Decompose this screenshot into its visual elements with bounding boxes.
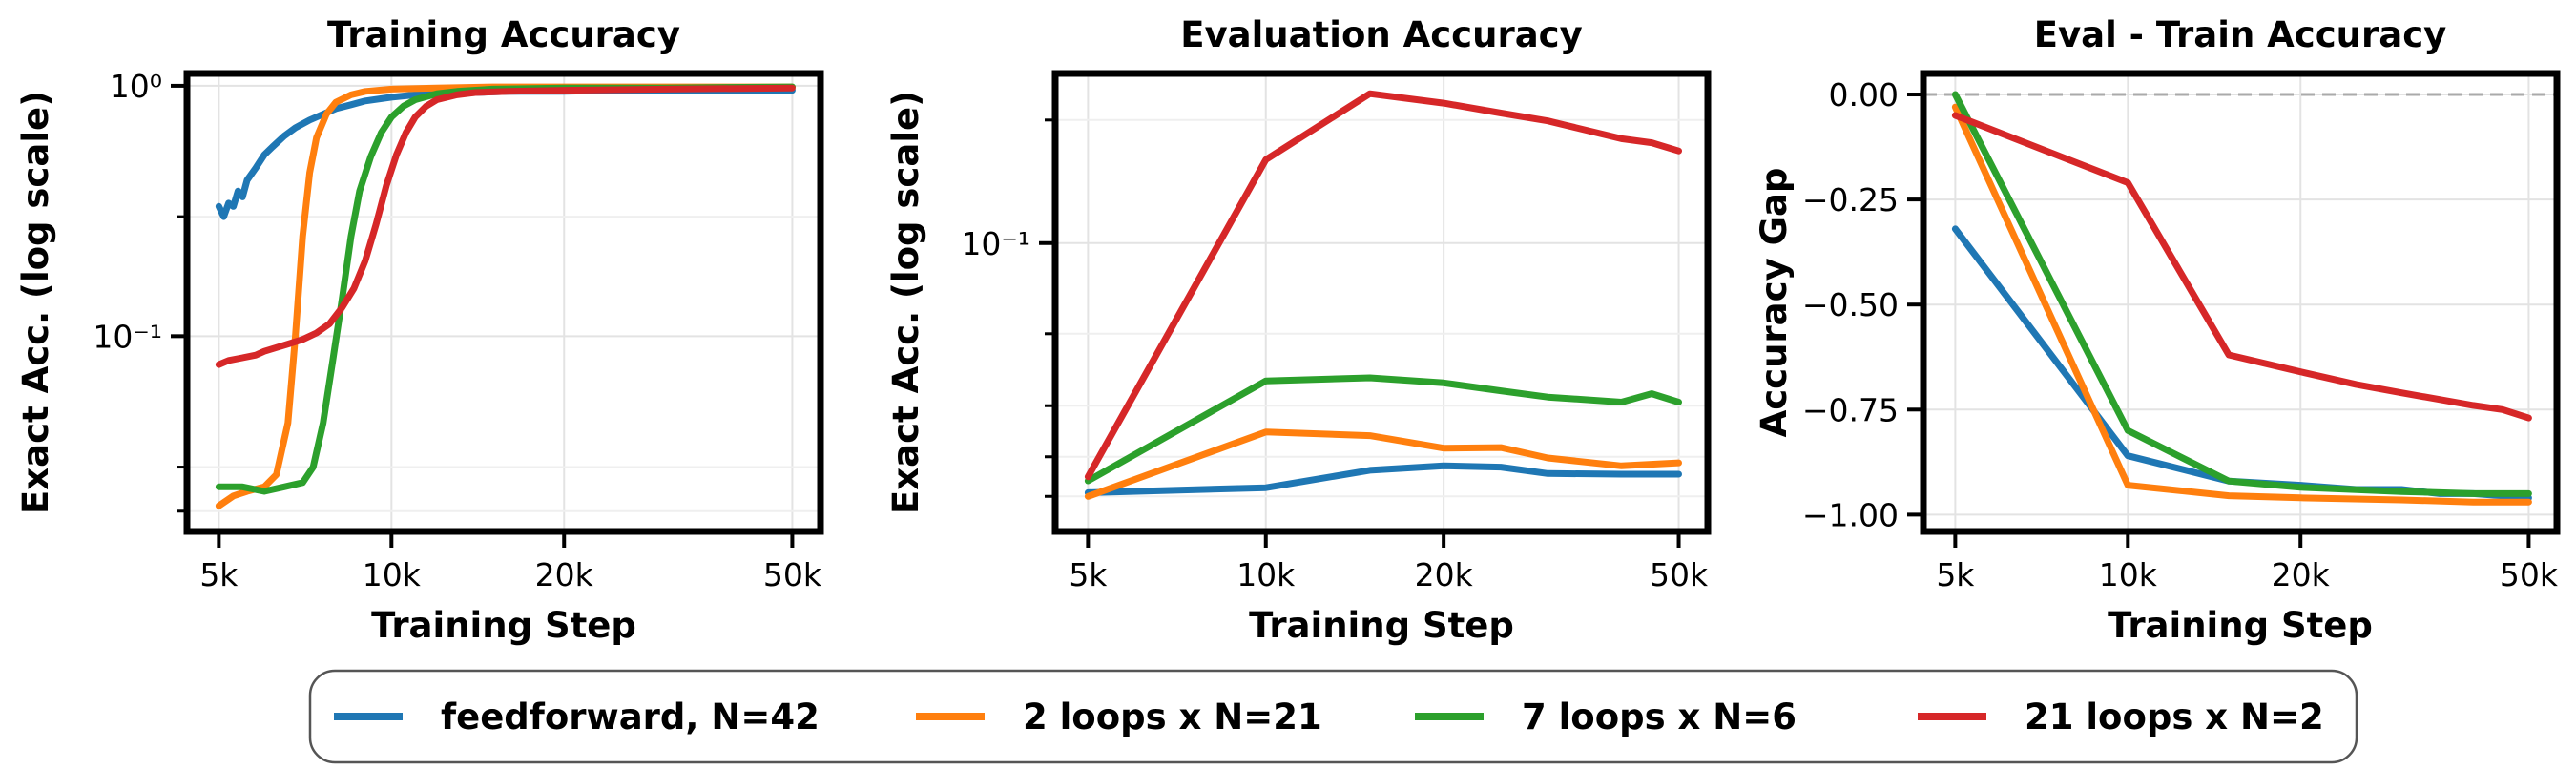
legend-label: feedforward, N=42 [441, 696, 820, 738]
x-axis-label: Training Step [1249, 605, 1514, 646]
x-tick-label: 10k [2099, 556, 2158, 593]
y-axis-label: Accuracy Gap [1754, 168, 1795, 438]
series-line-7-loops-x-n-6 [215, 83, 796, 495]
series-line-2-loops-x-n-21 [215, 83, 796, 509]
legend-label: 21 loops x N=2 [2025, 696, 2324, 738]
series-line-2-loops-x-n-21 [1951, 103, 2532, 506]
x-tick-label: 50k [763, 556, 822, 593]
y-tick-label: −0.25 [1802, 181, 1899, 218]
series-line-21-loops-x-n-2 [1084, 90, 1682, 481]
series-line-feedforward-n-42 [1084, 462, 1682, 496]
legend-item-2-loops-x-n-21: 2 loops x N=21 [916, 696, 1322, 738]
chart-panel-2: 5k 10k 20k 50k 10⁻¹ Evaluation Accuracy Traini… [885, 14, 1712, 646]
series-line-7-loops-x-n-6 [1951, 91, 2532, 497]
legend-item-21-loops-x-n-2: 21 loops x N=2 [1918, 696, 2324, 738]
legend-item-7-loops-x-n-6: 7 loops x N=6 [1415, 696, 1797, 738]
axes-frame [1920, 70, 2561, 535]
legend: feedforward, N=42 2 loops x N=21 7 loops x… [308, 669, 2358, 764]
x-tick-label: 20k [2272, 556, 2331, 593]
axes-frame [183, 70, 824, 535]
y-tick-label: 10⁻¹ [93, 318, 162, 355]
x-axis-label: Training Step [2108, 605, 2373, 646]
x-tick-label: 5k [1936, 556, 1975, 593]
series-line-2-loops-x-n-21 [1084, 428, 1682, 500]
chart-title: Evaluation Accuracy [1180, 14, 1582, 55]
axes-frame [1051, 70, 1712, 535]
y-tick-label: −0.75 [1802, 391, 1899, 428]
x-tick-label: 5k [1069, 556, 1108, 593]
y-axis-label: Exact Acc. (log scale) [885, 91, 926, 514]
x-tick-label: 20k [535, 556, 594, 593]
x-tick-label: 50k [2500, 556, 2559, 593]
chart-panel-1: 5k 10k 20k 50k 10⁰ 10⁻¹ Training Accuracy Train… [15, 14, 824, 646]
legend-item-feedforward-n-42: feedforward, N=42 [334, 696, 820, 738]
legend-label: 7 loops x N=6 [1522, 696, 1797, 738]
legend-box [308, 669, 2358, 764]
chart-title: Eval - Train Accuracy [2034, 14, 2447, 55]
x-tick-label: 10k [363, 556, 422, 593]
x-tick-label: 20k [1415, 556, 1474, 593]
chart-panel-3: 5k 10k 20k 50k 0.00 −0.25 −0.50 −0.75 −1.00 Eval … [1754, 14, 2561, 646]
chart-title: Training Accuracy [327, 14, 680, 55]
y-tick-label: −0.50 [1802, 286, 1899, 323]
x-tick-label: 10k [1236, 556, 1296, 593]
series-line-21-loops-x-n-2 [215, 84, 796, 368]
legend-label: 2 loops x N=21 [1023, 696, 1322, 738]
x-axis-label: Training Step [371, 605, 636, 646]
y-tick-label: −1.00 [1802, 496, 1899, 533]
y-tick-label: 0.00 [1829, 76, 1899, 114]
y-axis-label: Exact Acc. (log scale) [15, 91, 56, 514]
y-tick-label: 10⁻¹ [961, 225, 1030, 262]
series-line-7-loops-x-n-6 [1084, 374, 1682, 485]
series-line-21-loops-x-n-2 [1951, 112, 2532, 422]
x-tick-label: 5k [199, 556, 239, 593]
x-tick-label: 50k [1650, 556, 1709, 593]
y-tick-label: 10⁰ [110, 68, 162, 105]
